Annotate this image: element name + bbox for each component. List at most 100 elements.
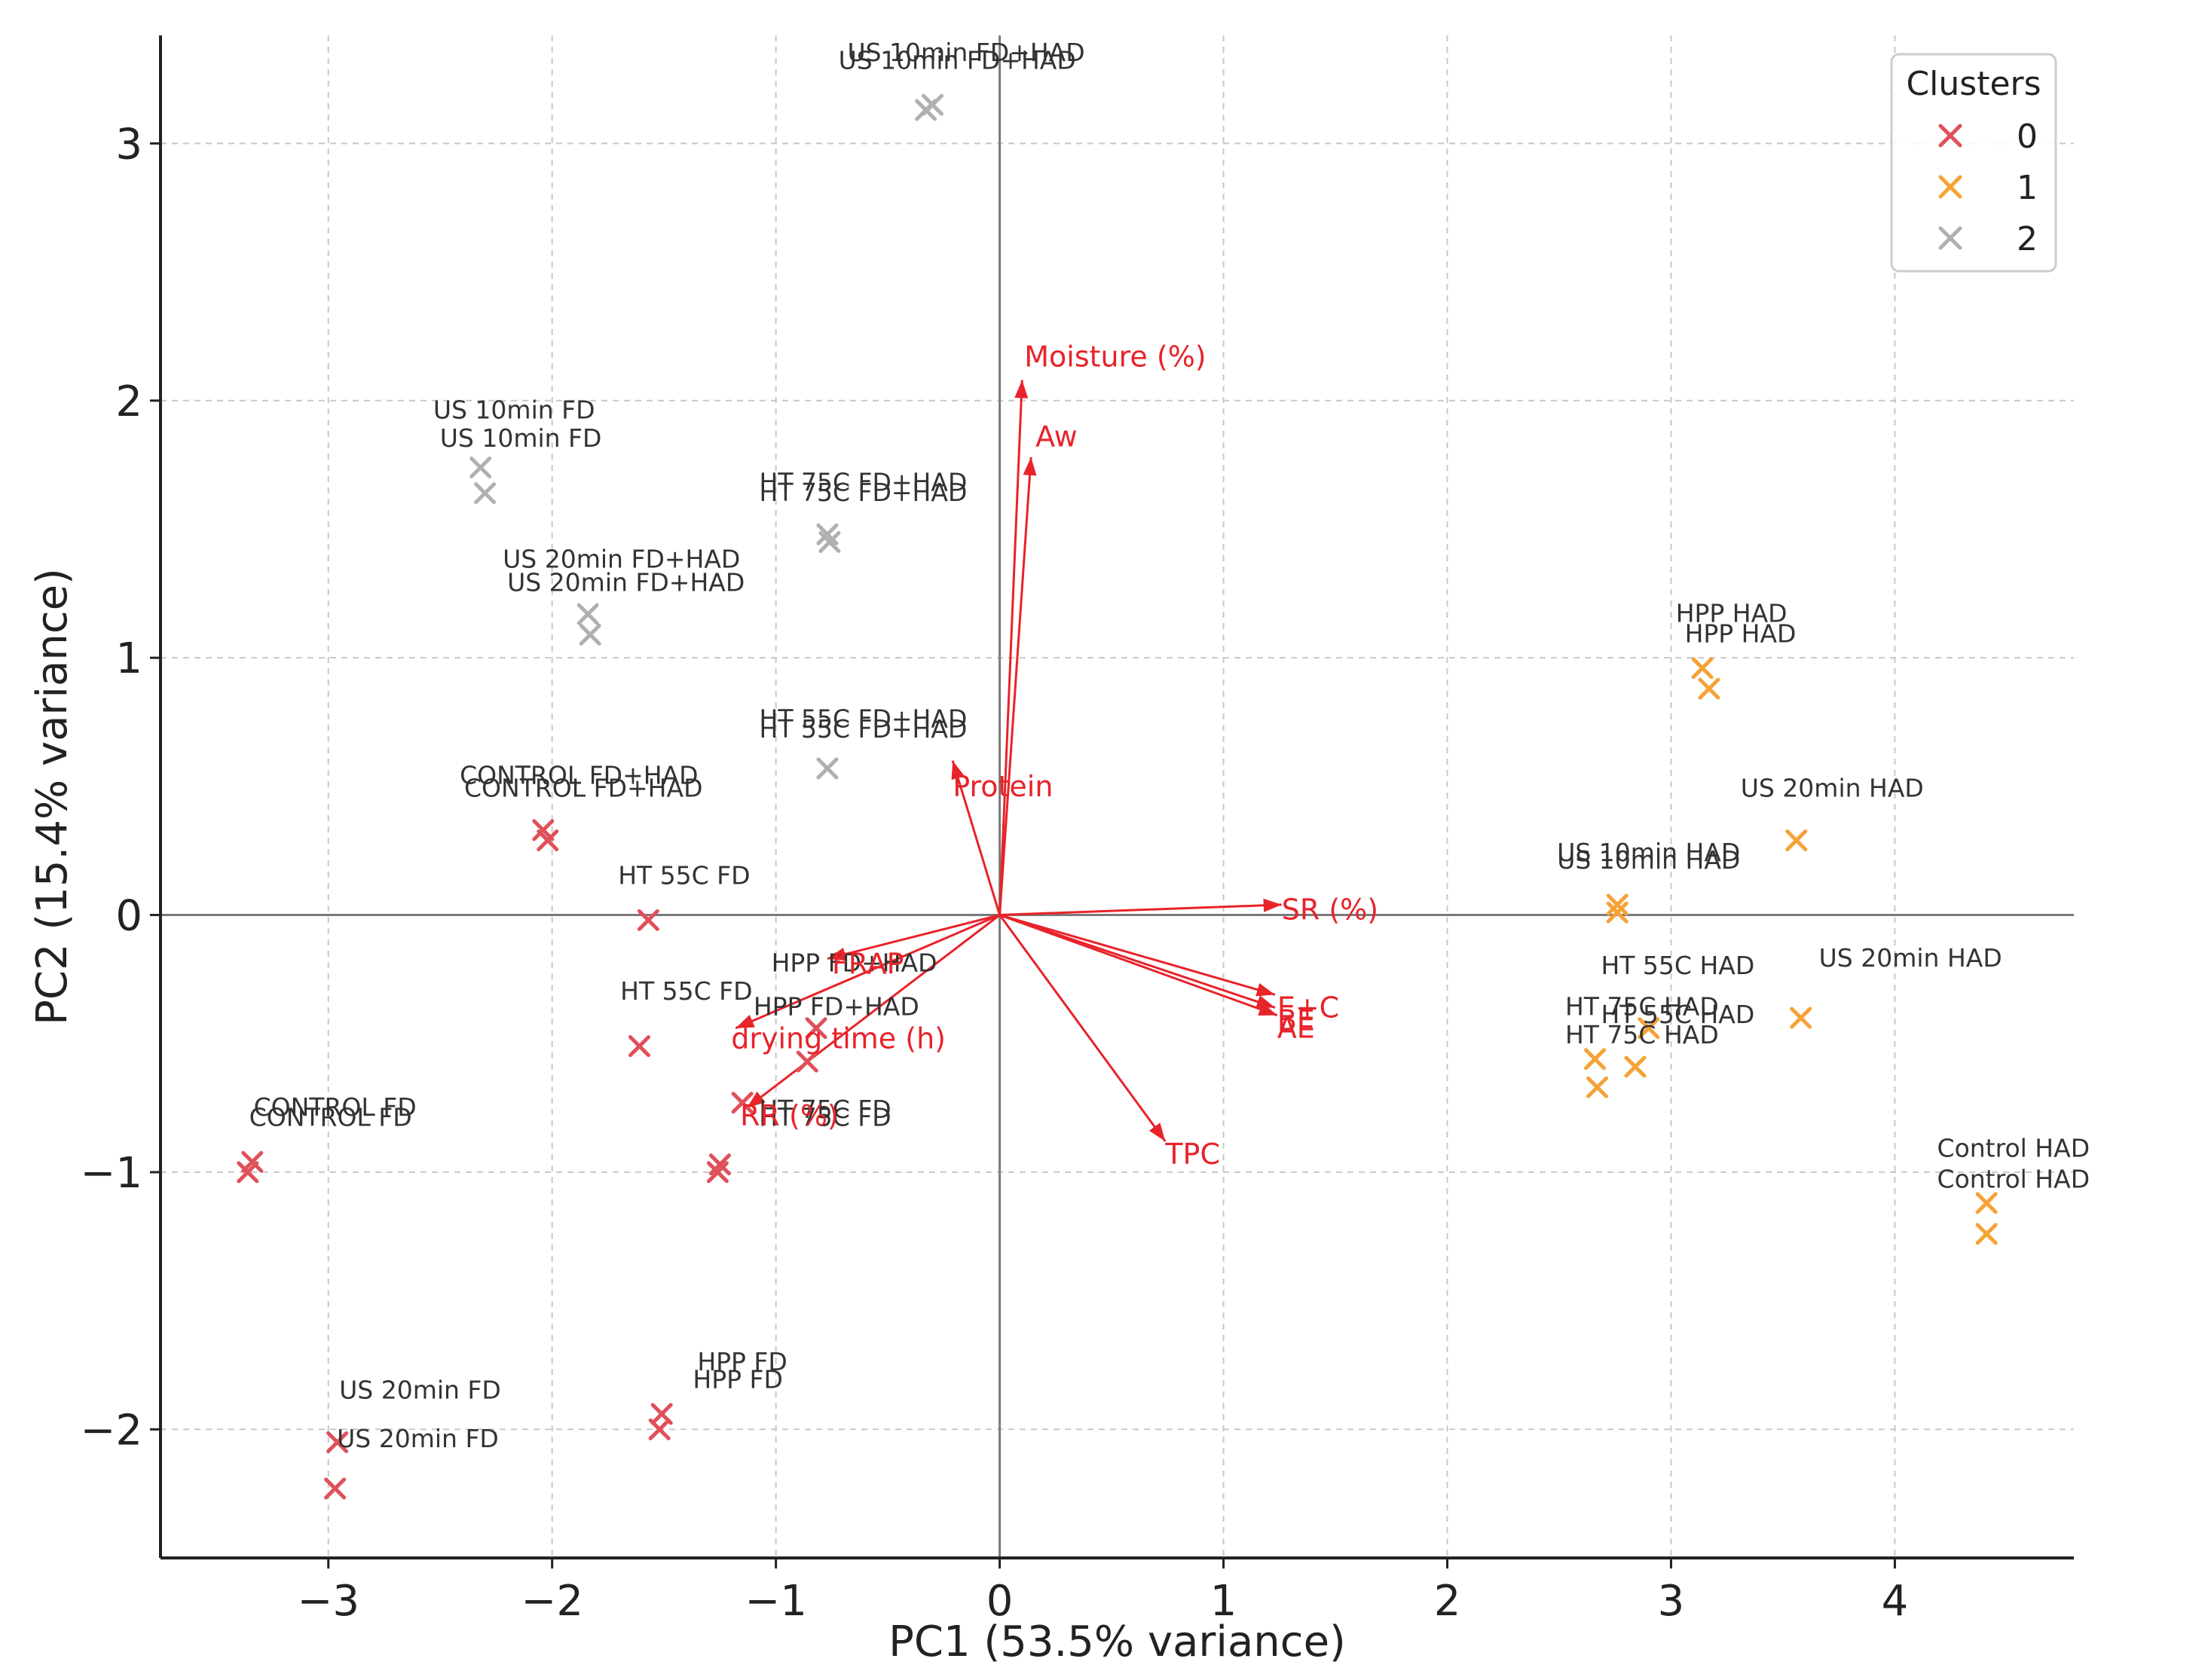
loading-label: FRAP — [832, 947, 904, 980]
score-point — [1638, 1017, 1660, 1040]
marker-stroke — [1586, 1076, 1608, 1098]
x-tick-label: −1 — [745, 1577, 807, 1626]
score-point — [648, 1418, 671, 1440]
loading-label: SR (%) — [1282, 893, 1378, 927]
loading-vector — [999, 914, 1278, 1017]
loading-vector — [998, 914, 1167, 1142]
marker-stroke — [469, 457, 492, 479]
point-label: US 10min FD+HAD — [847, 38, 1084, 67]
point-label: HT 75C FD — [759, 1102, 891, 1132]
point-label: HT 75C HAD — [1565, 992, 1719, 1022]
loading-vector-head — [1258, 1003, 1277, 1016]
loading-label: Aw — [1035, 420, 1078, 454]
point-label: HT 55C FD — [620, 976, 752, 1006]
score-point — [1584, 1048, 1607, 1071]
score-points — [237, 93, 1998, 1500]
marker-stroke — [637, 909, 659, 931]
point-label: HT 55C FD+HAD — [760, 704, 968, 733]
y-tick-label: 1 — [115, 634, 142, 683]
point-label: CONTROL FD — [254, 1092, 417, 1122]
point-label: US 20min FD+HAD — [507, 567, 745, 597]
point-label: CONTROL FD+HAD — [460, 760, 698, 790]
loading-vector-head — [1023, 457, 1037, 476]
point-label: HT 55C HAD — [1601, 951, 1754, 980]
loading-vector — [999, 898, 1282, 917]
x-tick-label: 4 — [1882, 1577, 1909, 1626]
loading-vector — [998, 380, 1029, 915]
loading-vector-head — [827, 947, 847, 961]
score-point — [805, 1017, 827, 1040]
score-point — [915, 99, 937, 121]
legend-marker-stroke — [1938, 226, 1962, 250]
point-label: CONTROL FD — [249, 1102, 412, 1132]
point-label: HT 75C FD+HAD — [760, 467, 968, 496]
loading-vector-shaft — [999, 903, 1282, 917]
score-point — [537, 829, 559, 852]
legend-box — [1890, 53, 2057, 273]
legend-label: 1 — [2017, 169, 2038, 207]
zero-lines — [161, 35, 2074, 1558]
point-label: US 20min HAD — [1741, 774, 1924, 803]
score-point — [816, 757, 839, 780]
marker-stroke — [731, 1092, 754, 1114]
score-point — [1975, 1192, 1998, 1214]
loading-vector-shaft — [827, 914, 1000, 961]
marker-stroke — [1606, 901, 1628, 924]
marker-stroke — [1638, 1017, 1660, 1040]
marker-stroke — [706, 1161, 729, 1184]
loading-label: Protein — [953, 770, 1053, 803]
point-label: HPP FD — [693, 1365, 783, 1394]
y-tick-label: 0 — [115, 892, 142, 941]
score-point — [1606, 901, 1628, 924]
point-label: HT 75C FD+HAD — [760, 478, 968, 507]
loading-vector — [998, 457, 1037, 915]
point-label: HPP FD+HAD — [754, 992, 919, 1022]
loading-vector-head — [747, 1091, 766, 1108]
legend-marker-stroke — [1938, 175, 1962, 199]
loading-vector-shaft — [735, 914, 1001, 1030]
marker-stroke — [818, 531, 841, 554]
legend: Clusters 0 1 2 — [1890, 53, 2057, 273]
loading-vector-shaft — [951, 760, 1002, 915]
score-point — [796, 1050, 818, 1073]
x-tick-label: −2 — [521, 1577, 583, 1626]
score-point — [1606, 893, 1628, 916]
y-tick-label: −1 — [80, 1149, 142, 1198]
marker-stroke — [650, 1403, 673, 1425]
y-tick-label: −2 — [80, 1406, 142, 1455]
marker-stroke — [1624, 1055, 1647, 1078]
score-point — [818, 531, 841, 554]
score-point — [731, 1092, 754, 1114]
loading-label: AE — [1277, 1012, 1315, 1045]
x-tick-label: 0 — [986, 1577, 1014, 1626]
loading-vector-shaft — [998, 380, 1023, 915]
loading-label: Moisture (%) — [1024, 341, 1206, 374]
marker-stroke — [532, 819, 555, 842]
point-label: HPP HAD — [1685, 619, 1797, 649]
marker-stroke — [1790, 1006, 1812, 1029]
marker-stroke — [648, 1418, 671, 1440]
score-point — [706, 1161, 729, 1184]
loading-label: E+C — [1277, 991, 1339, 1024]
loading-vector — [746, 914, 1001, 1109]
loading-vector-shaft — [746, 914, 1001, 1109]
point-label: CONTROL FD+HAD — [464, 774, 702, 803]
score-point — [579, 623, 601, 646]
point-label: US 10min HAD — [1557, 838, 1740, 867]
legend-label: 0 — [2017, 118, 2038, 156]
point-label: HPP FD+HAD — [772, 948, 937, 978]
loading-vector-head — [1255, 983, 1275, 997]
point-label: US 10min FD — [440, 423, 602, 453]
marker-stroke — [579, 623, 601, 646]
marker-stroke — [576, 603, 599, 625]
marker-stroke — [628, 1035, 650, 1058]
point-label: US 10min FD+HAD — [839, 45, 1076, 75]
legend-entry: 2 — [1938, 220, 2038, 258]
marker-stroke — [1691, 657, 1714, 680]
marker-stroke — [474, 482, 497, 505]
axes — [150, 35, 2074, 1569]
point-label: HT 55C FD — [618, 861, 750, 890]
legend-entry: 0 — [1938, 118, 2038, 156]
